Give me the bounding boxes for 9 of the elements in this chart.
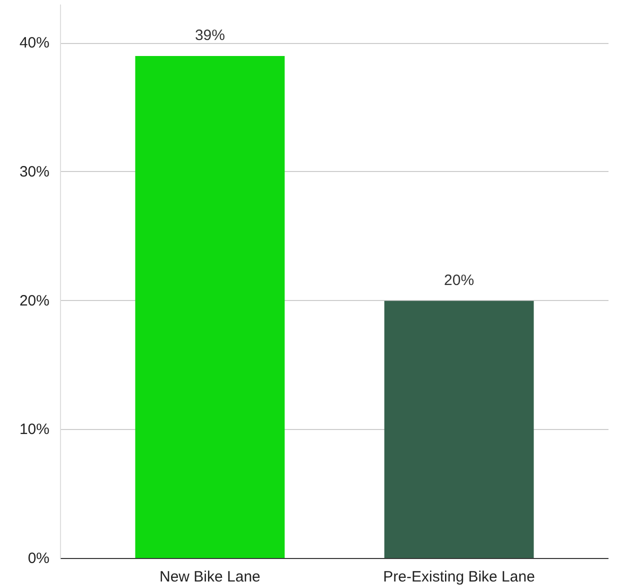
y-tick-label: 0% [28, 550, 50, 567]
data-label: 39% [194, 27, 225, 44]
x-tick-label: Pre-Existing Bike Lane [383, 568, 535, 586]
x-tick-label: New Bike Lane [160, 568, 260, 586]
data-label: 20% [444, 272, 474, 289]
y-tick-label: 40% [19, 34, 50, 52]
y-tick-label: 10% [19, 421, 50, 438]
y-tick-label: 20% [19, 292, 50, 310]
y-tick-label: 30% [19, 163, 50, 180]
